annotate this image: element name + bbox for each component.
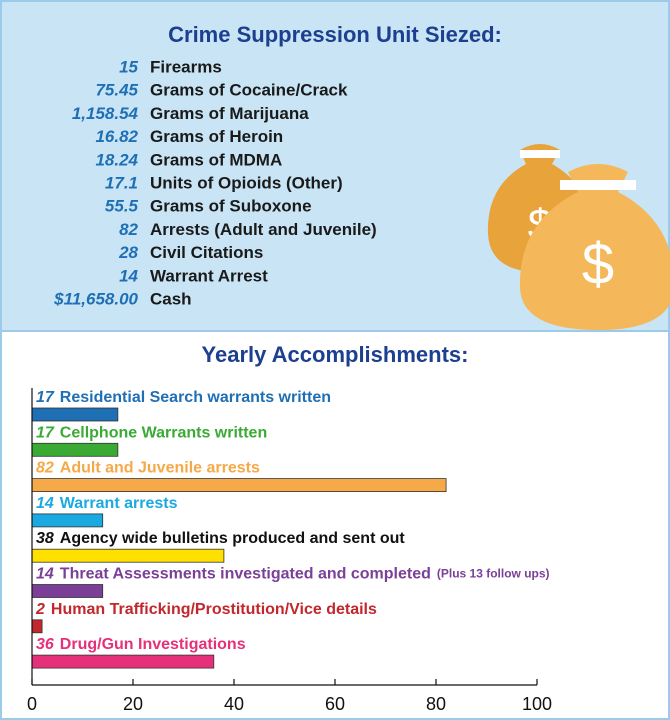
seized-label: Grams of Heroin xyxy=(150,127,283,146)
bar-label: 17 Residential Search warrants written xyxy=(36,389,331,406)
category-label: Residential Search warrants written xyxy=(60,389,331,406)
x-tick-label: 0 xyxy=(27,694,37,714)
bar-label: 14 Warrant arrests xyxy=(36,495,178,512)
x-tick-label: 40 xyxy=(224,694,244,714)
category-label: Adult and Juvenile arrests xyxy=(60,460,260,477)
seized-amount: 75.45 xyxy=(95,81,138,100)
seized-label: Grams of Marijuana xyxy=(150,104,309,123)
bar-label: 14 Threat Assessments investigated and co… xyxy=(36,566,550,583)
value-label: 14 xyxy=(36,495,54,512)
seized-title: Crime Suppression Unit Siezed: xyxy=(168,22,502,47)
seized-label: Grams of Cocaine/Crack xyxy=(150,81,348,100)
bar-label: 17 Cellphone Warrants written xyxy=(36,425,267,442)
value-label: 82 xyxy=(36,460,54,477)
value-label: 38 xyxy=(36,530,54,547)
seized-amount: 17.1 xyxy=(105,173,138,192)
value-label: 36 xyxy=(36,636,54,653)
seized-amount: 15 xyxy=(119,57,138,76)
bar xyxy=(31,442,119,457)
seized-amount: 82 xyxy=(119,220,138,239)
category-label: Warrant arrests xyxy=(60,495,178,512)
seized-amount: 1,158.54 xyxy=(72,104,139,123)
x-tick-label: 100 xyxy=(522,694,552,714)
bar xyxy=(31,584,104,598)
seized-label: Arrests (Adult and Juvenile) xyxy=(150,220,377,239)
money-bags: $ $ xyxy=(487,144,670,330)
bar xyxy=(31,513,104,528)
x-tick-label: 80 xyxy=(426,694,446,714)
seized-amount: 18.24 xyxy=(95,150,138,169)
bar-label: 2 Human Trafficking/Prostitution/Vice det… xyxy=(35,601,377,618)
bar-label: 38 Agency wide bulletins produced and sen… xyxy=(36,530,405,547)
seized-label: Firearms xyxy=(150,57,222,76)
value-label: 2 xyxy=(35,601,45,618)
category-label: Agency wide bulletins produced and sent … xyxy=(60,530,406,547)
bar xyxy=(31,654,215,669)
chart-title: Yearly Accomplishments: xyxy=(202,342,469,367)
bar-label: 36 Drug/Gun Investigations xyxy=(36,636,246,653)
seized-label: Cash xyxy=(150,289,192,308)
svg-text:$: $ xyxy=(582,231,614,296)
seized-amount: $11,658.00 xyxy=(53,289,138,308)
category-label: Cellphone Warrants written xyxy=(60,425,267,442)
seized-amount: 14 xyxy=(119,266,138,285)
seized-label: Units of Opioids (Other) xyxy=(150,173,343,192)
value-label: 14 xyxy=(36,566,54,583)
bar xyxy=(31,478,447,493)
seized-amount: 16.82 xyxy=(95,127,138,146)
x-tick-label: 20 xyxy=(123,694,143,714)
value-label: 17 xyxy=(36,425,55,442)
value-label: 17 xyxy=(36,389,55,406)
seized-amount: 28 xyxy=(118,243,138,262)
category-label: Drug/Gun Investigations xyxy=(60,636,246,653)
seized-label: Warrant Arrest xyxy=(150,266,268,285)
seized-label: Grams of MDMA xyxy=(150,150,282,169)
bar-label: 82 Adult and Juvenile arrests xyxy=(36,460,260,477)
category-label: Human Trafficking/Prostitution/Vice deta… xyxy=(51,601,377,618)
category-label: Threat Assessments investigated and comp… xyxy=(60,566,431,583)
seized-label: Grams of Suboxone xyxy=(150,197,312,216)
seized-label: Civil Citations xyxy=(150,243,263,262)
bar xyxy=(31,407,119,422)
seized-amount: 55.5 xyxy=(105,197,139,216)
bar xyxy=(31,619,43,634)
x-tick-label: 60 xyxy=(325,694,345,714)
annotation: (Plus 13 follow ups) xyxy=(437,567,550,581)
bar xyxy=(31,548,225,563)
